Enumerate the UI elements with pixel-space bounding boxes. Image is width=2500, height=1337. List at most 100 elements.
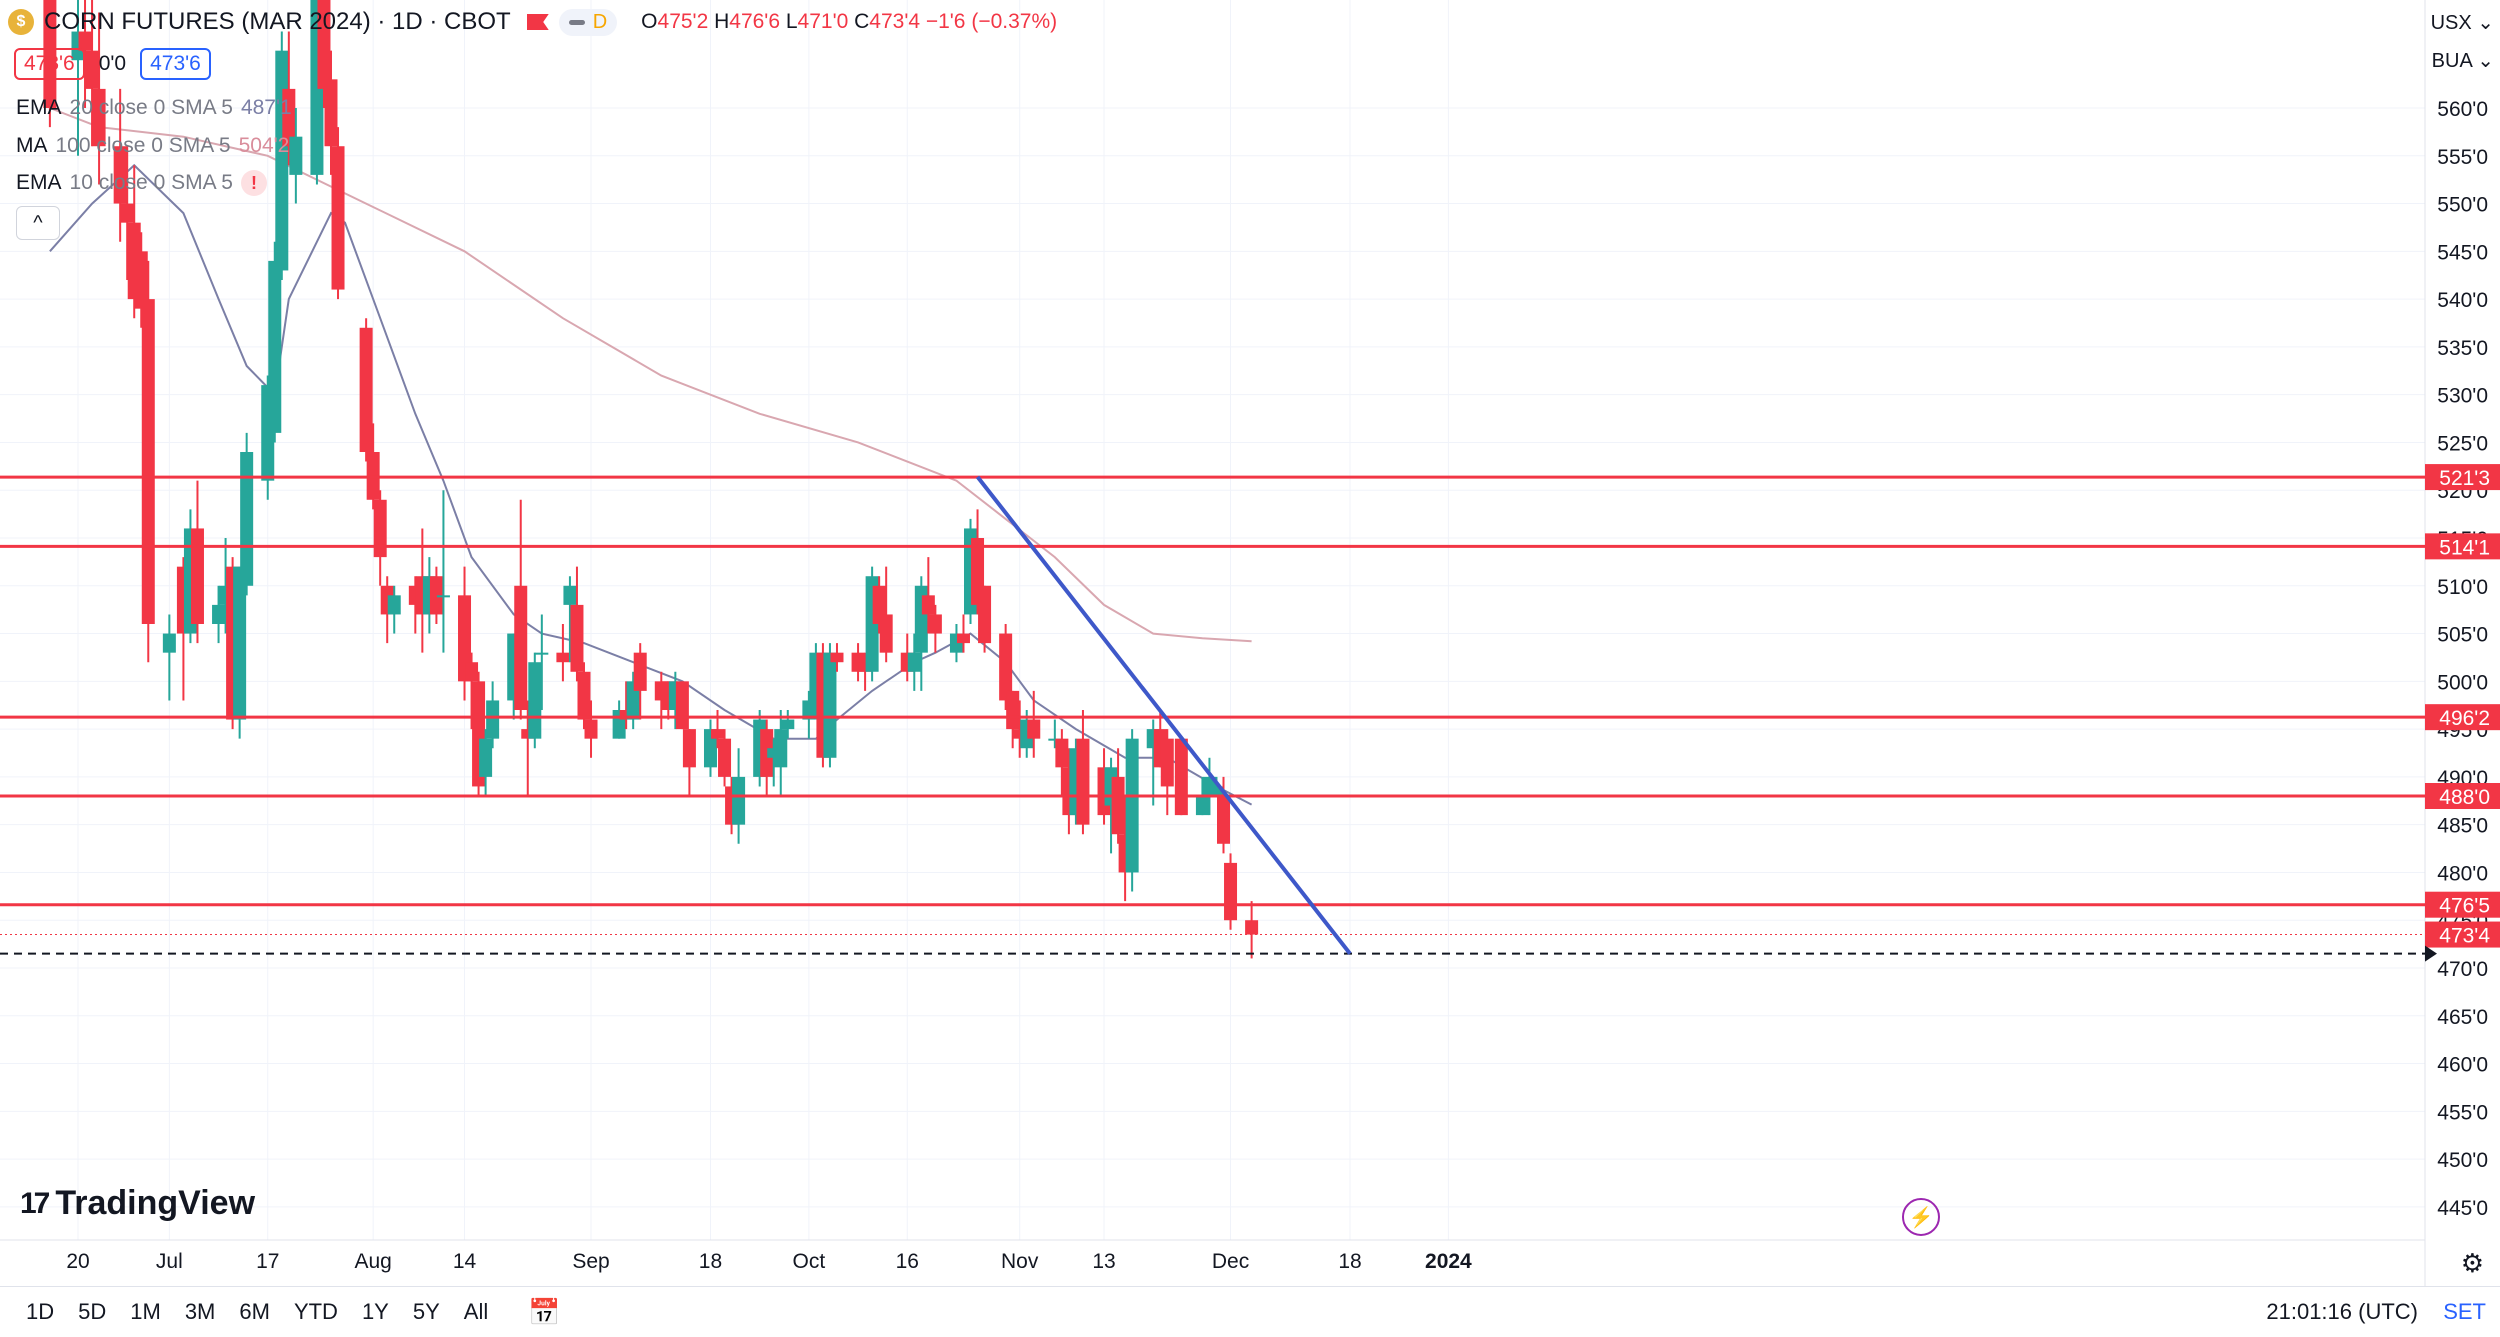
- candle: [1006, 690, 1020, 749]
- candle: [535, 614, 549, 710]
- time-tick-label: Nov: [1001, 1250, 1039, 1273]
- horizontal-line-label: 521'3: [2439, 467, 2490, 490]
- price-tick-label: 550'0: [2437, 194, 2488, 217]
- collapse-indicators-button[interactable]: ^: [16, 206, 60, 240]
- horizontal-line-badge: [2425, 783, 2500, 809]
- close-label: C: [854, 10, 870, 33]
- candle-body: [830, 652, 844, 663]
- candle: [956, 614, 970, 653]
- candle-body: [1027, 719, 1041, 739]
- candle: [359, 318, 373, 462]
- candle: [1055, 729, 1069, 796]
- candle: [760, 719, 774, 796]
- candle: [633, 643, 647, 720]
- candle: [781, 710, 795, 739]
- candle: [113, 88, 127, 242]
- candle-body: [43, 0, 57, 108]
- indicator-ema10[interactable]: EMA 10 close 0 SMA 5 !: [16, 170, 267, 196]
- candle: [858, 652, 872, 691]
- timeframe-5y[interactable]: 5Y: [412, 1299, 440, 1324]
- candle-body: [92, 88, 106, 147]
- price-tick-label: 450'0: [2437, 1149, 2488, 1172]
- clock[interactable]: 21:01:16 (UTC): [2266, 1299, 2418, 1324]
- grid-lines: [0, 0, 2425, 1240]
- timeframe-ytd[interactable]: YTD: [293, 1299, 338, 1324]
- candle: [212, 585, 226, 644]
- indicator-params: 10 close 0 SMA 5: [69, 171, 233, 194]
- candle: [1224, 853, 1238, 930]
- candle: [921, 557, 935, 634]
- time-tick-label: 18: [1338, 1250, 1361, 1273]
- indicator-value: 487'1: [240, 96, 292, 119]
- price-tick-label: 485'0: [2437, 815, 2488, 838]
- change-value: −1'6 (−0.37%): [925, 10, 1058, 33]
- candle: [134, 232, 148, 328]
- candle-body: [190, 528, 204, 624]
- candle-body: [134, 251, 148, 309]
- indicator-ma100[interactable]: MA 100 close 0 SMA 5 504'2: [16, 134, 289, 158]
- timeframe-1m[interactable]: 1M: [130, 1299, 161, 1324]
- candle-body: [1224, 862, 1238, 921]
- timeframe-3m[interactable]: 3M: [184, 1299, 216, 1324]
- candle-body: [718, 738, 732, 777]
- last-price-label: 473'4: [2439, 925, 2490, 948]
- candle-body: [1076, 738, 1090, 825]
- candle-body: [373, 499, 387, 558]
- timeframe-1y[interactable]: 1Y: [361, 1299, 389, 1324]
- candle: [528, 652, 542, 749]
- candle-body: [528, 662, 542, 739]
- candle: [1013, 700, 1027, 758]
- candle-body: [928, 614, 942, 634]
- candle: [999, 624, 1013, 710]
- bottom-toolbar: 1D 5D 1M 3M 6M YTD 1Y 5Y All 📅 21:01:16 (UTC) SE…: [0, 1286, 2500, 1337]
- candle: [141, 260, 155, 663]
- price-tick-label: 555'0: [2437, 146, 2488, 169]
- exchange-select[interactable]: BUA ⌄: [2431, 50, 2494, 72]
- candle-body: [282, 88, 296, 147]
- indicator-name: EMA: [16, 96, 62, 119]
- close-value: 473'4: [869, 10, 921, 33]
- lightning-icon[interactable]: ⚡: [1902, 1198, 1940, 1236]
- interval-pill[interactable]: D: [558, 8, 618, 36]
- buy-button[interactable]: 473'6: [140, 48, 211, 80]
- timeframe-1d[interactable]: 1D: [26, 1299, 55, 1324]
- candle-body: [240, 452, 254, 586]
- candle-body: [268, 260, 282, 433]
- gear-icon[interactable]: ⚙: [2460, 1248, 2484, 1278]
- candle: [1174, 738, 1188, 816]
- chart-header: $ CORN FUTURES (MAR 2024) · 1D · CBOT D …: [8, 4, 1057, 40]
- horizontal-line-badge: [2425, 533, 2500, 560]
- candle: [268, 241, 282, 443]
- indicator-name: EMA: [16, 171, 62, 194]
- candle-body: [359, 327, 373, 452]
- symbol-title[interactable]: CORN FUTURES (MAR 2024) · 1D · CBOT: [44, 8, 511, 35]
- sell-button[interactable]: 473'6: [14, 48, 85, 80]
- candle: [1048, 719, 1062, 749]
- time-tick-label: 17: [256, 1250, 279, 1273]
- candle-body: [289, 136, 303, 175]
- candle-body: [760, 729, 774, 777]
- calendar-icon[interactable]: 📅: [528, 1296, 561, 1327]
- timeframe-6m[interactable]: 6M: [239, 1299, 270, 1324]
- open-value: 475'2: [657, 10, 709, 33]
- high-label: H: [714, 10, 730, 33]
- coin-icon[interactable]: $: [8, 9, 34, 35]
- currency-select[interactable]: USX ⌄: [2430, 12, 2494, 34]
- candle: [978, 585, 992, 653]
- indicator-ema20[interactable]: EMA 20 close 0 SMA 5 487'1: [16, 96, 292, 120]
- logo-text: TradingView: [55, 1184, 256, 1222]
- candle-body: [577, 671, 591, 720]
- session-button[interactable]: SET: [2443, 1299, 2486, 1324]
- timeframe-5d[interactable]: 5D: [78, 1299, 107, 1324]
- candle-body: [711, 729, 725, 739]
- candle-body: [535, 652, 549, 655]
- candle: [1027, 690, 1041, 758]
- candle-body: [682, 729, 696, 768]
- price-tick-label: 545'0: [2437, 241, 2488, 264]
- flag-icon[interactable]: [526, 14, 549, 30]
- warning-icon[interactable]: !: [240, 170, 267, 196]
- candle-body: [1195, 796, 1209, 816]
- timeframe-all[interactable]: All: [463, 1299, 489, 1324]
- high-value: 476'6: [729, 10, 780, 33]
